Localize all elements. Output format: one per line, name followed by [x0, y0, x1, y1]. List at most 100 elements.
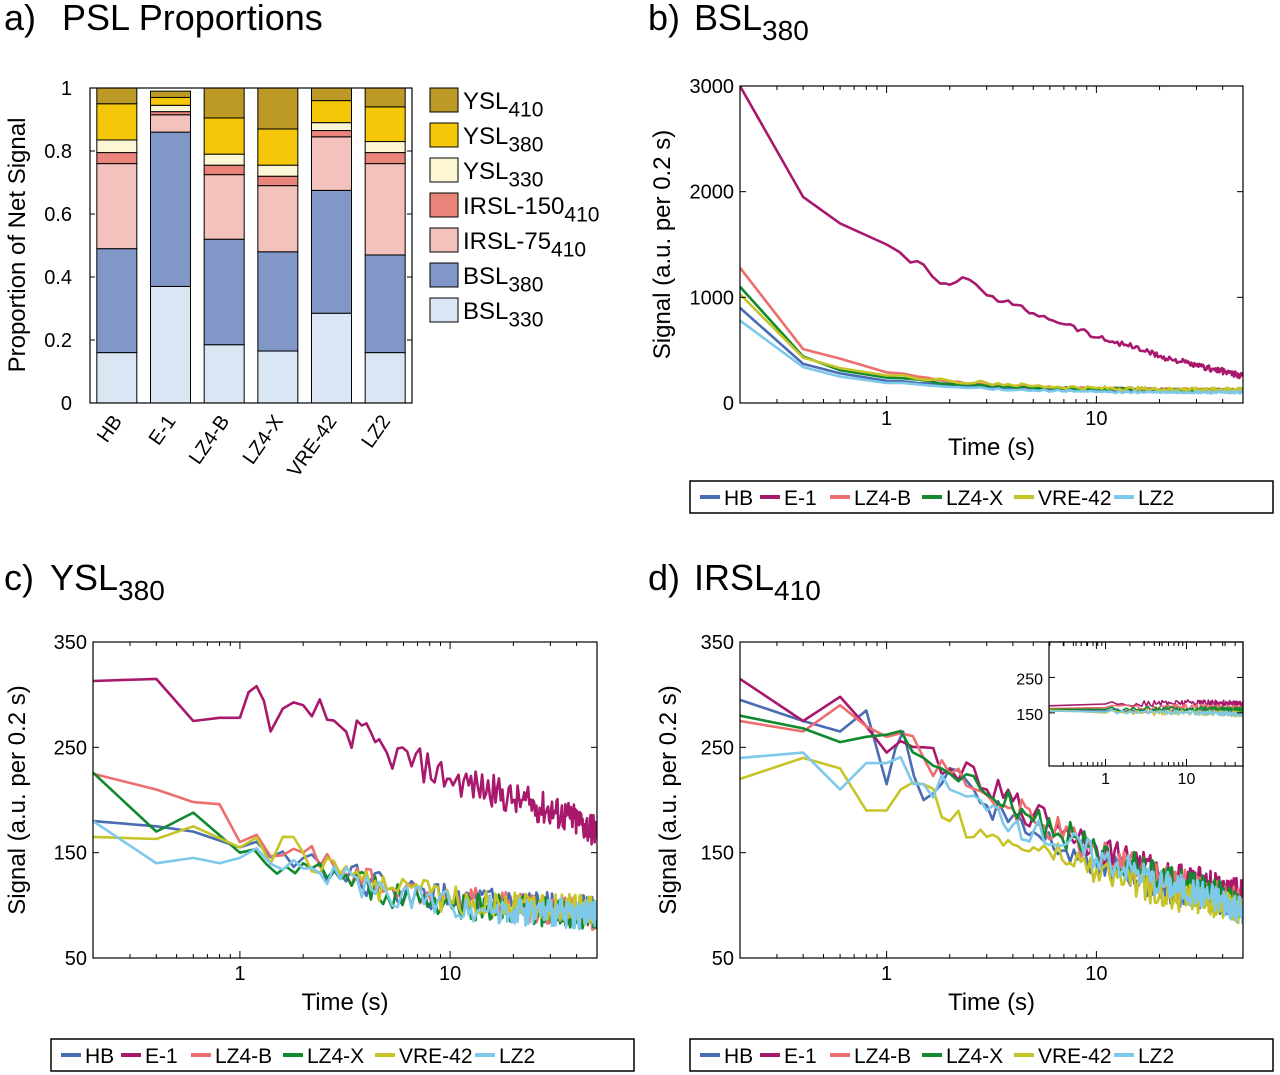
y-tick-label: 250 — [1016, 671, 1043, 688]
bar-segment — [257, 87, 299, 130]
legend-label: BSL330 — [463, 298, 543, 331]
y-tick-label: 150 — [701, 843, 734, 865]
bar-segment — [257, 164, 299, 177]
panel-label: a) — [4, 0, 36, 38]
y-axis-label: Signal (a.u. per 0.2 s) — [4, 685, 31, 914]
series-group — [93, 677, 597, 931]
panel-b: 0 1000 2000 3000 1 10 Time (s) Signal (a.u. per… — [648, 0, 1244, 461]
x-tick-label: 1 — [881, 408, 892, 430]
x-axis-label: Time (s) — [948, 434, 1035, 461]
y-tick-label: 1000 — [690, 287, 735, 309]
y-tick-label: 250 — [54, 737, 87, 759]
bar-segment — [150, 96, 191, 106]
x-axis-label: Time (s) — [301, 989, 388, 1016]
series-group — [740, 677, 1243, 925]
legend-swatch — [429, 157, 459, 183]
x-tick-label: 10 — [1178, 771, 1196, 788]
bar-segment — [364, 352, 406, 404]
legend-label: LZ2 — [499, 1045, 535, 1068]
bar-segment — [203, 344, 245, 404]
bar-segment — [364, 87, 406, 108]
series-line — [1049, 699, 1243, 708]
chart-title: IRSL410 — [694, 557, 821, 606]
bar-segment — [150, 90, 191, 98]
legend-label: YSL410 — [463, 88, 543, 121]
series-line — [1049, 705, 1243, 714]
x-tick-label: 10 — [1085, 963, 1107, 985]
chart-title: YSL380 — [50, 557, 165, 606]
y-tick-label: 0.6 — [44, 204, 72, 226]
legend-label: E-1 — [784, 487, 817, 510]
bar-segment — [257, 251, 299, 352]
bar-segment — [96, 139, 138, 154]
y-tick-label: 0.2 — [44, 330, 72, 352]
y-axis-label: Signal (a.u. per 0.2 s) — [649, 130, 676, 359]
panel-d-inset: 150 250 1 10 — [1016, 641, 1244, 788]
legend-label: VRE-42 — [399, 1045, 473, 1068]
bar-segment — [203, 87, 245, 119]
y-tick-label: 0.8 — [44, 141, 72, 163]
legend-swatch — [429, 87, 459, 113]
bar-segment — [203, 174, 245, 240]
series-line — [740, 319, 1243, 395]
series-line — [740, 293, 1243, 393]
bar-segment — [150, 285, 191, 404]
series-line — [740, 703, 1243, 917]
bar-segment — [364, 254, 406, 354]
legend-label: YSL380 — [463, 123, 543, 156]
legend-label: HB — [724, 487, 753, 510]
legend-label: LZ2 — [1138, 487, 1174, 510]
series-line — [740, 751, 1243, 925]
bar-segment — [311, 122, 352, 132]
bar-segment — [311, 189, 352, 314]
y-tick-label: 50 — [712, 948, 734, 970]
bar-segment — [311, 100, 352, 124]
bar-segment — [311, 312, 352, 404]
plot-frame — [92, 641, 598, 959]
bar-segment — [364, 106, 406, 143]
bar-segment — [364, 163, 406, 256]
bar-segment — [257, 185, 299, 253]
legend-label: IRSL-75410 — [463, 228, 586, 261]
plot-frame — [739, 85, 1244, 404]
legend-label: LZ2 — [1138, 1045, 1174, 1068]
bar-segment — [311, 130, 352, 138]
plot-frame — [1048, 641, 1244, 767]
legend-swatch — [429, 227, 459, 253]
legend-label: LZ4-B — [215, 1045, 272, 1068]
chart-title: BSL380 — [694, 0, 809, 46]
legend-frame — [50, 1038, 635, 1072]
legend-label: YSL330 — [463, 158, 543, 191]
panel-label: d) — [648, 557, 680, 598]
bar-segment — [257, 175, 299, 187]
y-tick-label: 0 — [723, 393, 734, 415]
legend-label: E-1 — [145, 1045, 178, 1068]
bar-segment — [96, 87, 138, 105]
bar-segment — [203, 117, 245, 155]
y-tick-label: 250 — [701, 737, 734, 759]
y-tick-label: 0.4 — [44, 267, 72, 289]
chart-title: PSL Proportions — [62, 0, 323, 38]
bar-segment — [203, 238, 245, 346]
panel-label: b) — [648, 0, 680, 38]
legend-label: E-1 — [784, 1045, 817, 1068]
legend-frame — [689, 1038, 1274, 1072]
panel-c: 50 150 250 350 1 10 Time (s) Signal (a.u. per 0… — [4, 557, 598, 1016]
y-tick-label: 2000 — [690, 182, 735, 204]
panel-label: c) — [4, 557, 34, 598]
y-tick-label: 350 — [54, 632, 87, 654]
bar-segment — [96, 103, 138, 141]
legend-label: LZ4-X — [946, 487, 1003, 510]
legend-label: VRE-42 — [1038, 487, 1112, 510]
series-line — [1049, 709, 1243, 718]
legend-label: LZ4-B — [854, 1045, 911, 1068]
bar-segment — [257, 350, 299, 404]
y-tick-label: 150 — [1016, 707, 1043, 724]
bar-segment — [150, 104, 191, 113]
series-line — [93, 820, 597, 931]
bar-segment — [96, 248, 138, 354]
series-line — [93, 677, 597, 846]
y-tick-label: 0 — [61, 393, 72, 415]
legend-swatch — [429, 297, 459, 323]
